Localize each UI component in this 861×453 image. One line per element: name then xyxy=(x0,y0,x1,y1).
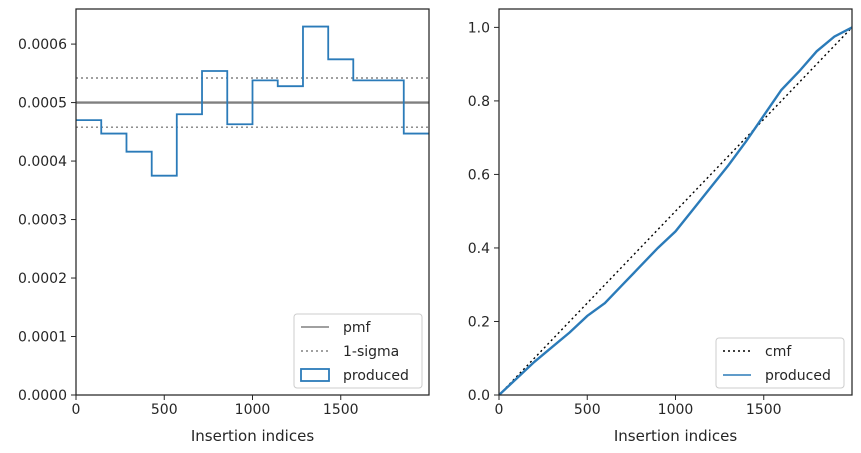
y-tick-label: 0.0 xyxy=(468,388,490,404)
y-tick-label: 0.0005 xyxy=(18,96,67,112)
legend-label: pmf xyxy=(343,320,372,336)
y-tick-label: 0.0003 xyxy=(18,213,67,229)
y-tick-label: 0.8 xyxy=(468,94,490,110)
left-panel-histogram: 0 500 1000 1500 0.0000 0.0001 0.0002 0.0003 0.00… xyxy=(18,8,430,445)
x-tick-label: 1500 xyxy=(746,402,782,418)
series-group xyxy=(76,25,429,177)
y-tick-label: 0.4 xyxy=(468,241,490,257)
legend-label: produced xyxy=(343,368,409,384)
y-tick-label: 0.0000 xyxy=(18,388,67,404)
y-tick-label: 0.2 xyxy=(468,314,490,330)
y-tick-label: 0.0004 xyxy=(18,154,67,170)
right-panel-cumulative: 0 500 1000 1500 0.0 0.2 0.4 0.6 0.8 1.0 Insertion … xyxy=(468,8,853,445)
legend: cmf produced xyxy=(715,337,845,389)
x-tick-label: 0 xyxy=(495,402,504,418)
x-axis-label: Insertion indices xyxy=(614,427,737,445)
axes-frame xyxy=(498,8,853,396)
produced-line xyxy=(499,26,852,395)
x-axis-label: Insertion indices xyxy=(191,427,314,445)
x-tick-label: 1000 xyxy=(658,402,694,418)
legend-label: cmf xyxy=(765,344,792,360)
x-tick-label: 1500 xyxy=(323,402,359,418)
y-tick-label: 0.0006 xyxy=(18,37,67,53)
series-group xyxy=(499,26,852,395)
y-tick-label: 0.0001 xyxy=(18,330,67,346)
y-tick-label: 0.0002 xyxy=(18,271,67,287)
y-tick-label: 1.0 xyxy=(468,20,490,36)
legend: pmf 1-sigma produced xyxy=(293,313,423,389)
x-tick-label: 0 xyxy=(72,402,81,418)
histogram-step-line xyxy=(76,25,429,177)
y-tick-label: 0.6 xyxy=(468,167,490,183)
legend-label: produced xyxy=(765,368,831,384)
legend-handle xyxy=(300,368,330,382)
legend-label: 1-sigma xyxy=(343,344,399,360)
x-tick-label: 500 xyxy=(574,402,601,418)
x-tick-label: 500 xyxy=(151,402,178,418)
x-tick-label: 1000 xyxy=(235,402,271,418)
axes-frame xyxy=(75,8,430,396)
